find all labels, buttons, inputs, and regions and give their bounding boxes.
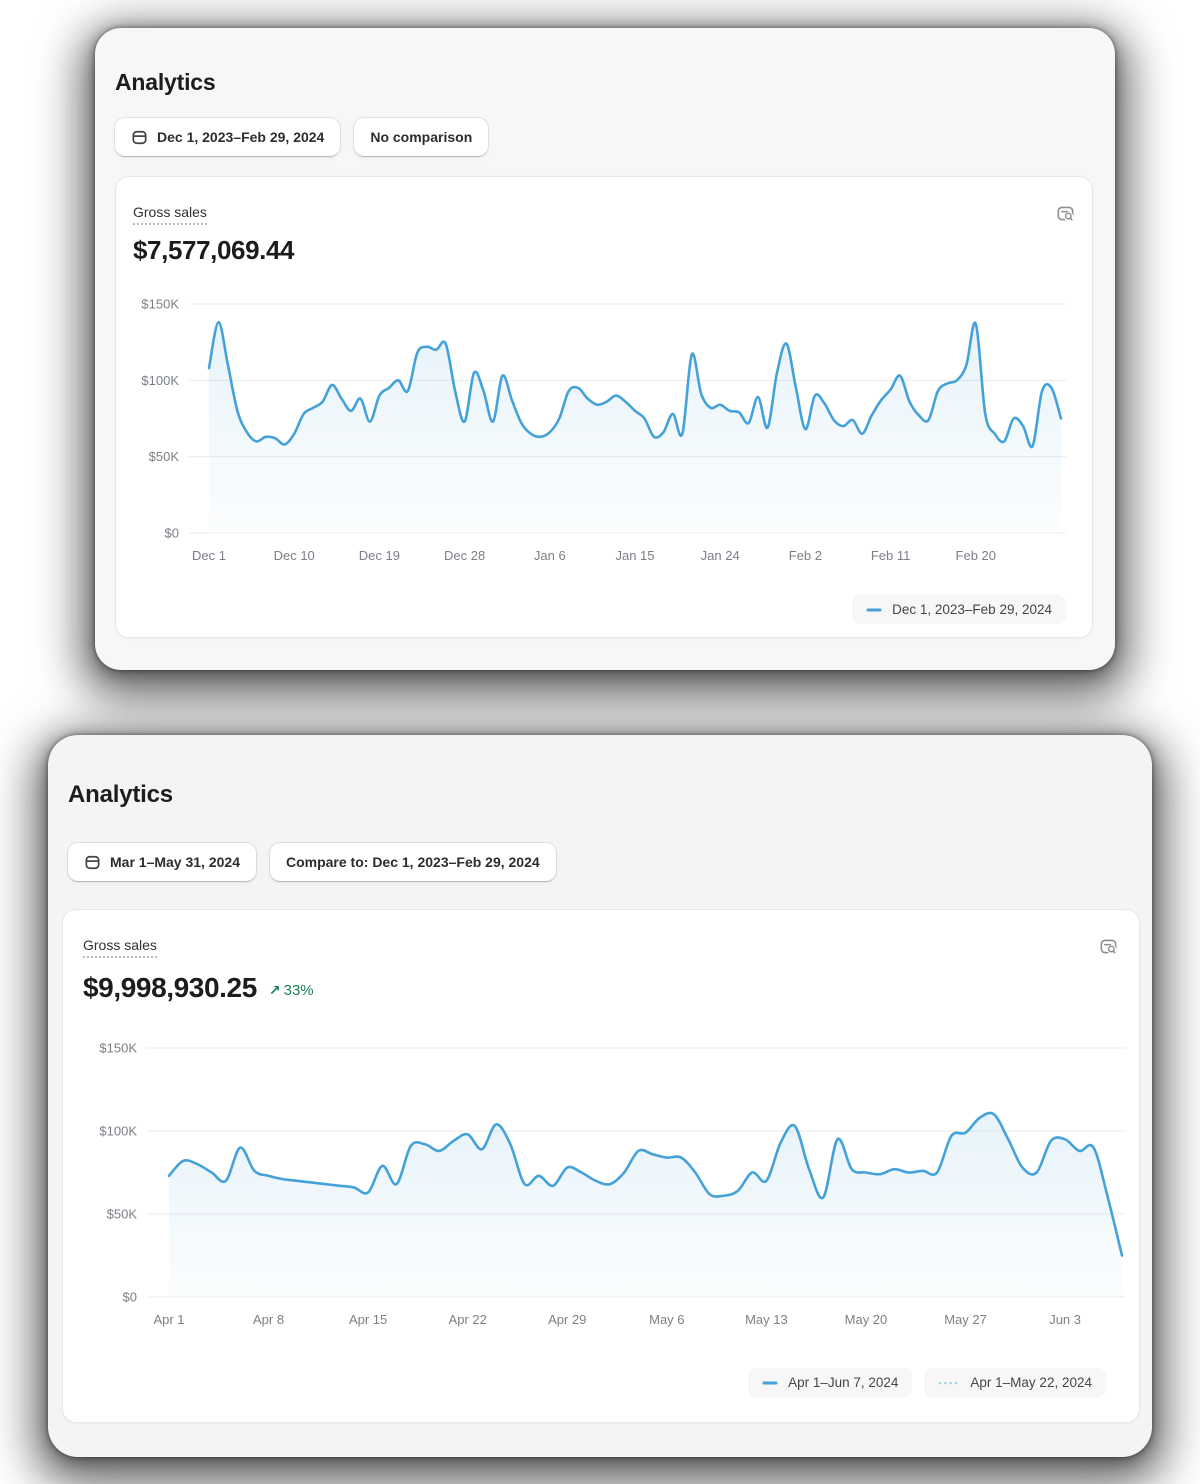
legend-line-solid-icon [866,608,882,612]
svg-text:May 6: May 6 [649,1312,684,1327]
page-title: Analytics [68,781,173,809]
comparison-label: Compare to: Dec 1, 2023–Feb 29, 2024 [285,854,540,870]
svg-text:Feb 20: Feb 20 [956,548,996,563]
date-range-button[interactable]: Dec 1, 2023–Feb 29, 2024 [115,118,341,156]
svg-text:Apr 8: Apr 8 [253,1312,284,1327]
comparison-button[interactable]: No comparison [354,118,489,156]
svg-text:Feb 2: Feb 2 [789,548,822,563]
view-report-button[interactable] [1051,199,1080,231]
svg-text:$0: $0 [123,1290,137,1305]
svg-text:Jun 3: Jun 3 [1049,1312,1081,1327]
svg-text:$100K: $100K [141,373,179,388]
legend-label: Apr 1–Jun 7, 2024 [788,1375,899,1390]
analytics-card-top: Analytics Dec 1, 2023–Feb 29, 2024 No co… [95,28,1115,670]
filter-controls: Mar 1–May 31, 2024 Compare to: Dec 1, 20… [68,843,556,881]
svg-text:Apr 29: Apr 29 [548,1312,586,1327]
metric-value: $7,577,069.44 [133,235,295,265]
date-range-button[interactable]: Mar 1–May 31, 2024 [68,843,256,881]
svg-text:Dec 10: Dec 10 [274,548,315,563]
legend-item: Apr 1–Jun 7, 2024 [748,1368,913,1397]
svg-text:$150K: $150K [141,297,179,312]
date-range-label: Mar 1–May 31, 2024 [110,854,240,870]
svg-text:Apr 1: Apr 1 [153,1312,184,1327]
svg-text:May 20: May 20 [845,1312,888,1327]
trend-up-arrow-icon: ↗ [268,981,281,998]
view-report-button[interactable] [1094,932,1123,964]
svg-text:Feb 11: Feb 11 [871,548,911,563]
svg-text:Dec 19: Dec 19 [359,548,400,563]
delta-value: 33% [283,981,314,999]
legend-item: Apr 1–May 22, 2024 [924,1368,1106,1397]
svg-text:Dec 1: Dec 1 [192,548,226,563]
report-search-icon [1055,203,1076,224]
svg-text:Apr 22: Apr 22 [449,1312,487,1327]
metric-value: $9,998,930.25 [83,972,257,1003]
gross-sales-chart[interactable]: $0 $50K $100K $150K Apr 1 Apr 8 Apr 15 Apr 22 Ap… [77,1040,1134,1345]
svg-text:May 13: May 13 [745,1312,788,1327]
legend-label: Dec 1, 2023–Feb 29, 2024 [892,602,1052,617]
comparison-button[interactable]: Compare to: Dec 1, 2023–Feb 29, 2024 [269,843,556,881]
svg-text:Apr 15: Apr 15 [349,1312,387,1327]
analytics-card-bottom: Analytics Mar 1–May 31, 2024 Compare to:… [48,735,1152,1457]
legend-item: Dec 1, 2023–Feb 29, 2024 [852,595,1066,624]
svg-text:Jan 6: Jan 6 [534,548,566,563]
svg-text:$50K: $50K [149,449,180,464]
svg-text:May 27: May 27 [944,1312,987,1327]
svg-text:Jan 24: Jan 24 [701,548,740,563]
gross-sales-panel: Gross sales $7,577,069.44 $0 $50K $100K $15… [115,176,1093,638]
legend-line-solid-icon [762,1381,778,1385]
svg-text:Jan 15: Jan 15 [615,548,654,563]
metric-label[interactable]: Gross sales [133,204,207,225]
calendar-icon [131,129,148,146]
metric-label[interactable]: Gross sales [83,937,157,958]
legend-label: Apr 1–May 22, 2024 [970,1375,1092,1390]
svg-text:$100K: $100K [99,1124,137,1139]
page-title: Analytics [115,69,216,96]
chart-legend: Dec 1, 2023–Feb 29, 2024 [852,595,1066,624]
gross-sales-chart[interactable]: $0 $50K $100K $150K Dec 1 Dec 10 Dec 19 Dec 28 J… [131,294,1074,578]
chart-legend: Apr 1–Jun 7, 2024 Apr 1–May 22, 2024 [748,1368,1106,1397]
gross-sales-panel: Gross sales $9,998,930.25 ↗ 33% $0 $50K $1… [62,909,1140,1423]
delta-badge: ↗ 33% [269,982,314,999]
svg-text:$0: $0 [165,526,179,541]
comparison-label: No comparison [370,129,473,145]
svg-text:$50K: $50K [107,1207,138,1222]
filter-controls: Dec 1, 2023–Feb 29, 2024 No comparison [115,118,489,156]
svg-text:$150K: $150K [99,1041,137,1056]
legend-line-dotted-icon [938,1381,960,1385]
report-search-icon [1098,936,1119,957]
calendar-icon [84,854,101,871]
date-range-label: Dec 1, 2023–Feb 29, 2024 [157,129,325,145]
svg-text:Dec 28: Dec 28 [444,548,485,563]
